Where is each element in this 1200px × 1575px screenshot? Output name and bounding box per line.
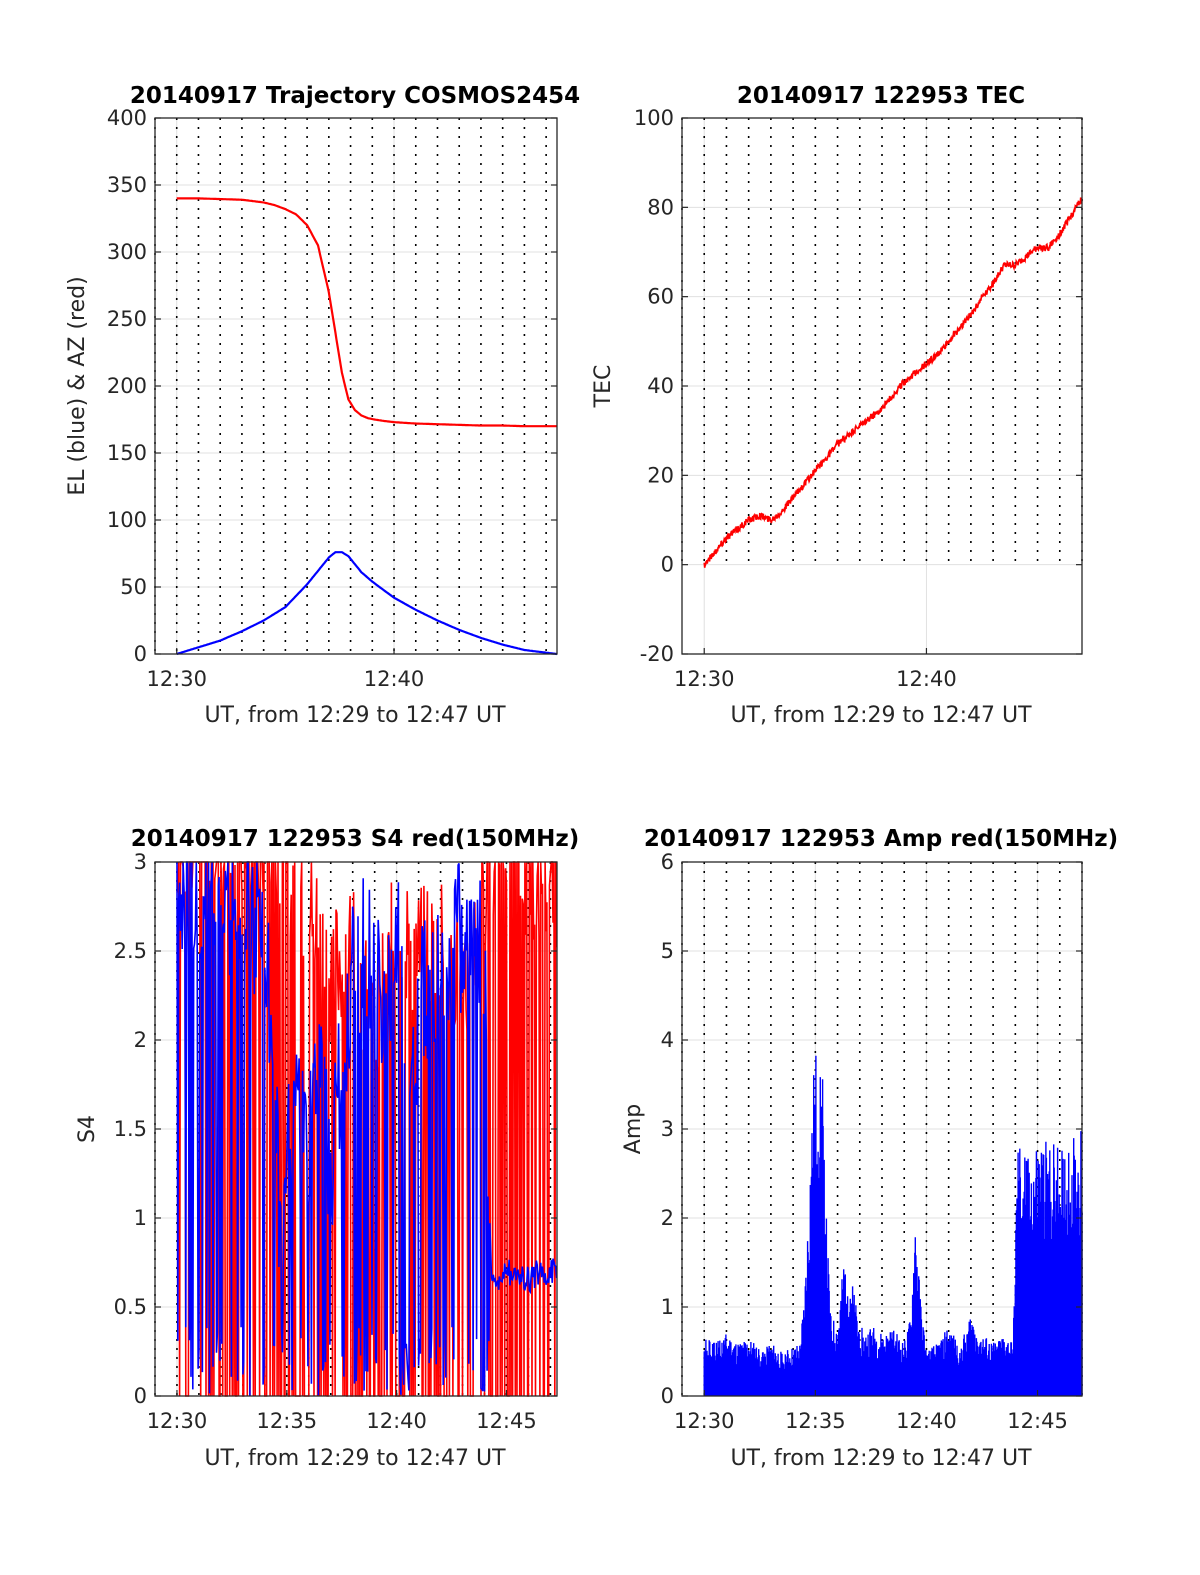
s4-title: 20140917 122953 S4 red(150MHz): [131, 826, 580, 852]
series-line: [703, 197, 1083, 568]
tec-plot: -20 0 20 40 60 80 100 12:30 12:40: [634, 106, 1083, 691]
y-tick-label: 60: [647, 285, 674, 309]
series-line: [176, 551, 558, 656]
y-tick-label: 0: [661, 1384, 674, 1408]
s4-xlabel: UT, from 12:29 to 12:47 UT: [204, 1446, 506, 1471]
tick-labels: 0 0.5 1 1.5 2 2.5 3 12:30 12:35 12:40 12:45: [114, 850, 557, 1433]
tec-panel: 20140917 122953 TEC UT, from 12:29 to 12…: [591, 83, 1083, 728]
y-tick-label: 0: [661, 553, 674, 577]
tec-ylabel: TEC: [591, 365, 616, 409]
y-tick-label: 5: [661, 939, 674, 963]
x-tick-label: 12:40: [896, 1409, 957, 1433]
y-tick-label: 2: [134, 1028, 147, 1052]
x-tick-label: 12:40: [366, 1409, 427, 1433]
y-tick-label: 250: [107, 307, 147, 331]
amp-plot: 0 1 2 3 4 5 6 12:30 12:35 12:40 12:45: [661, 850, 1083, 1433]
y-tick-label: 40: [647, 374, 674, 398]
tick-labels: -20 0 20 40 60 80 100 12:30 12:40: [634, 106, 1082, 691]
trajectory-ylabel: EL (blue) & AZ (red): [65, 276, 90, 495]
y-tick-label: 100: [107, 508, 147, 532]
amp-xlabel: UT, from 12:29 to 12:47 UT: [730, 1446, 1032, 1471]
y-tick-label: 350: [107, 173, 147, 197]
y-tick-label: 0.5: [114, 1295, 147, 1319]
trajectory-panel: 20140917 Trajectory COSMOS2454 UT, from …: [65, 83, 580, 728]
tec-xlabel: UT, from 12:29 to 12:47 UT: [730, 703, 1032, 728]
y-tick-label: 1.5: [114, 1117, 147, 1141]
series-line: [176, 861, 558, 1396]
y-tick-label: 3: [661, 1117, 674, 1141]
s4-plot: 0 0.5 1 1.5 2 2.5 3 12:30 12:35 12:40 12:45: [114, 850, 558, 1433]
y-tick-label: 2: [661, 1206, 674, 1230]
x-tick-label: 12:30: [674, 1409, 735, 1433]
tick-labels: 0 1 2 3 4 5 6 12:30 12:35 12:40 12:45: [661, 850, 1082, 1433]
amp-panel: 20140917 122953 Amp red(150MHz) UT, from…: [621, 826, 1118, 1471]
s4-panel: 20140917 122953 S4 red(150MHz) UT, from …: [75, 826, 579, 1471]
series-line: [176, 197, 557, 428]
trajectory-title: 20140917 Trajectory COSMOS2454: [130, 83, 580, 109]
y-tick-label: 300: [107, 240, 147, 264]
y-tick-label: 2.5: [114, 939, 147, 963]
y-tick-label: 400: [107, 106, 147, 130]
series-line: [703, 1055, 1083, 1396]
y-tick-label: 4: [661, 1028, 674, 1052]
x-tick-label: 12:40: [364, 667, 425, 691]
trajectory-plot: 0 50 100 150 200 250 300 350 400 12:30 12:40: [107, 106, 558, 691]
y-tick-label: 3: [134, 850, 147, 874]
amp-ylabel: Amp: [621, 1104, 646, 1154]
y-tick-label: 20: [647, 463, 674, 487]
y-tick-label: 0: [134, 1384, 147, 1408]
tec-title: 20140917 122953 TEC: [737, 83, 1025, 109]
y-tick-label: 100: [634, 106, 674, 130]
y-tick-label: -20: [640, 642, 674, 666]
y-tick-label: 150: [107, 441, 147, 465]
amp-title: 20140917 122953 Amp red(150MHz): [644, 826, 1118, 852]
y-tick-label: 50: [120, 575, 147, 599]
x-tick-label: 12:35: [257, 1409, 318, 1433]
x-tick-label: 12:30: [674, 667, 735, 691]
s4-ylabel: S4: [75, 1115, 100, 1143]
x-tick-label: 12:30: [146, 667, 207, 691]
y-tick-label: 80: [647, 195, 674, 219]
x-tick-label: 12:45: [1007, 1409, 1068, 1433]
y-tick-label: 1: [134, 1206, 147, 1230]
trajectory-xlabel: UT, from 12:29 to 12:47 UT: [204, 703, 506, 728]
x-tick-label: 12:45: [476, 1409, 537, 1433]
x-tick-label: 12:30: [147, 1409, 208, 1433]
x-tick-label: 12:40: [896, 667, 957, 691]
y-tick-label: 200: [107, 374, 147, 398]
tick-labels: 0 50 100 150 200 250 300 350 400 12:30 12:40: [107, 106, 557, 691]
x-tick-label: 12:35: [785, 1409, 846, 1433]
y-tick-label: 0: [134, 642, 147, 666]
y-tick-label: 1: [661, 1295, 674, 1319]
y-tick-label: 6: [661, 850, 674, 874]
